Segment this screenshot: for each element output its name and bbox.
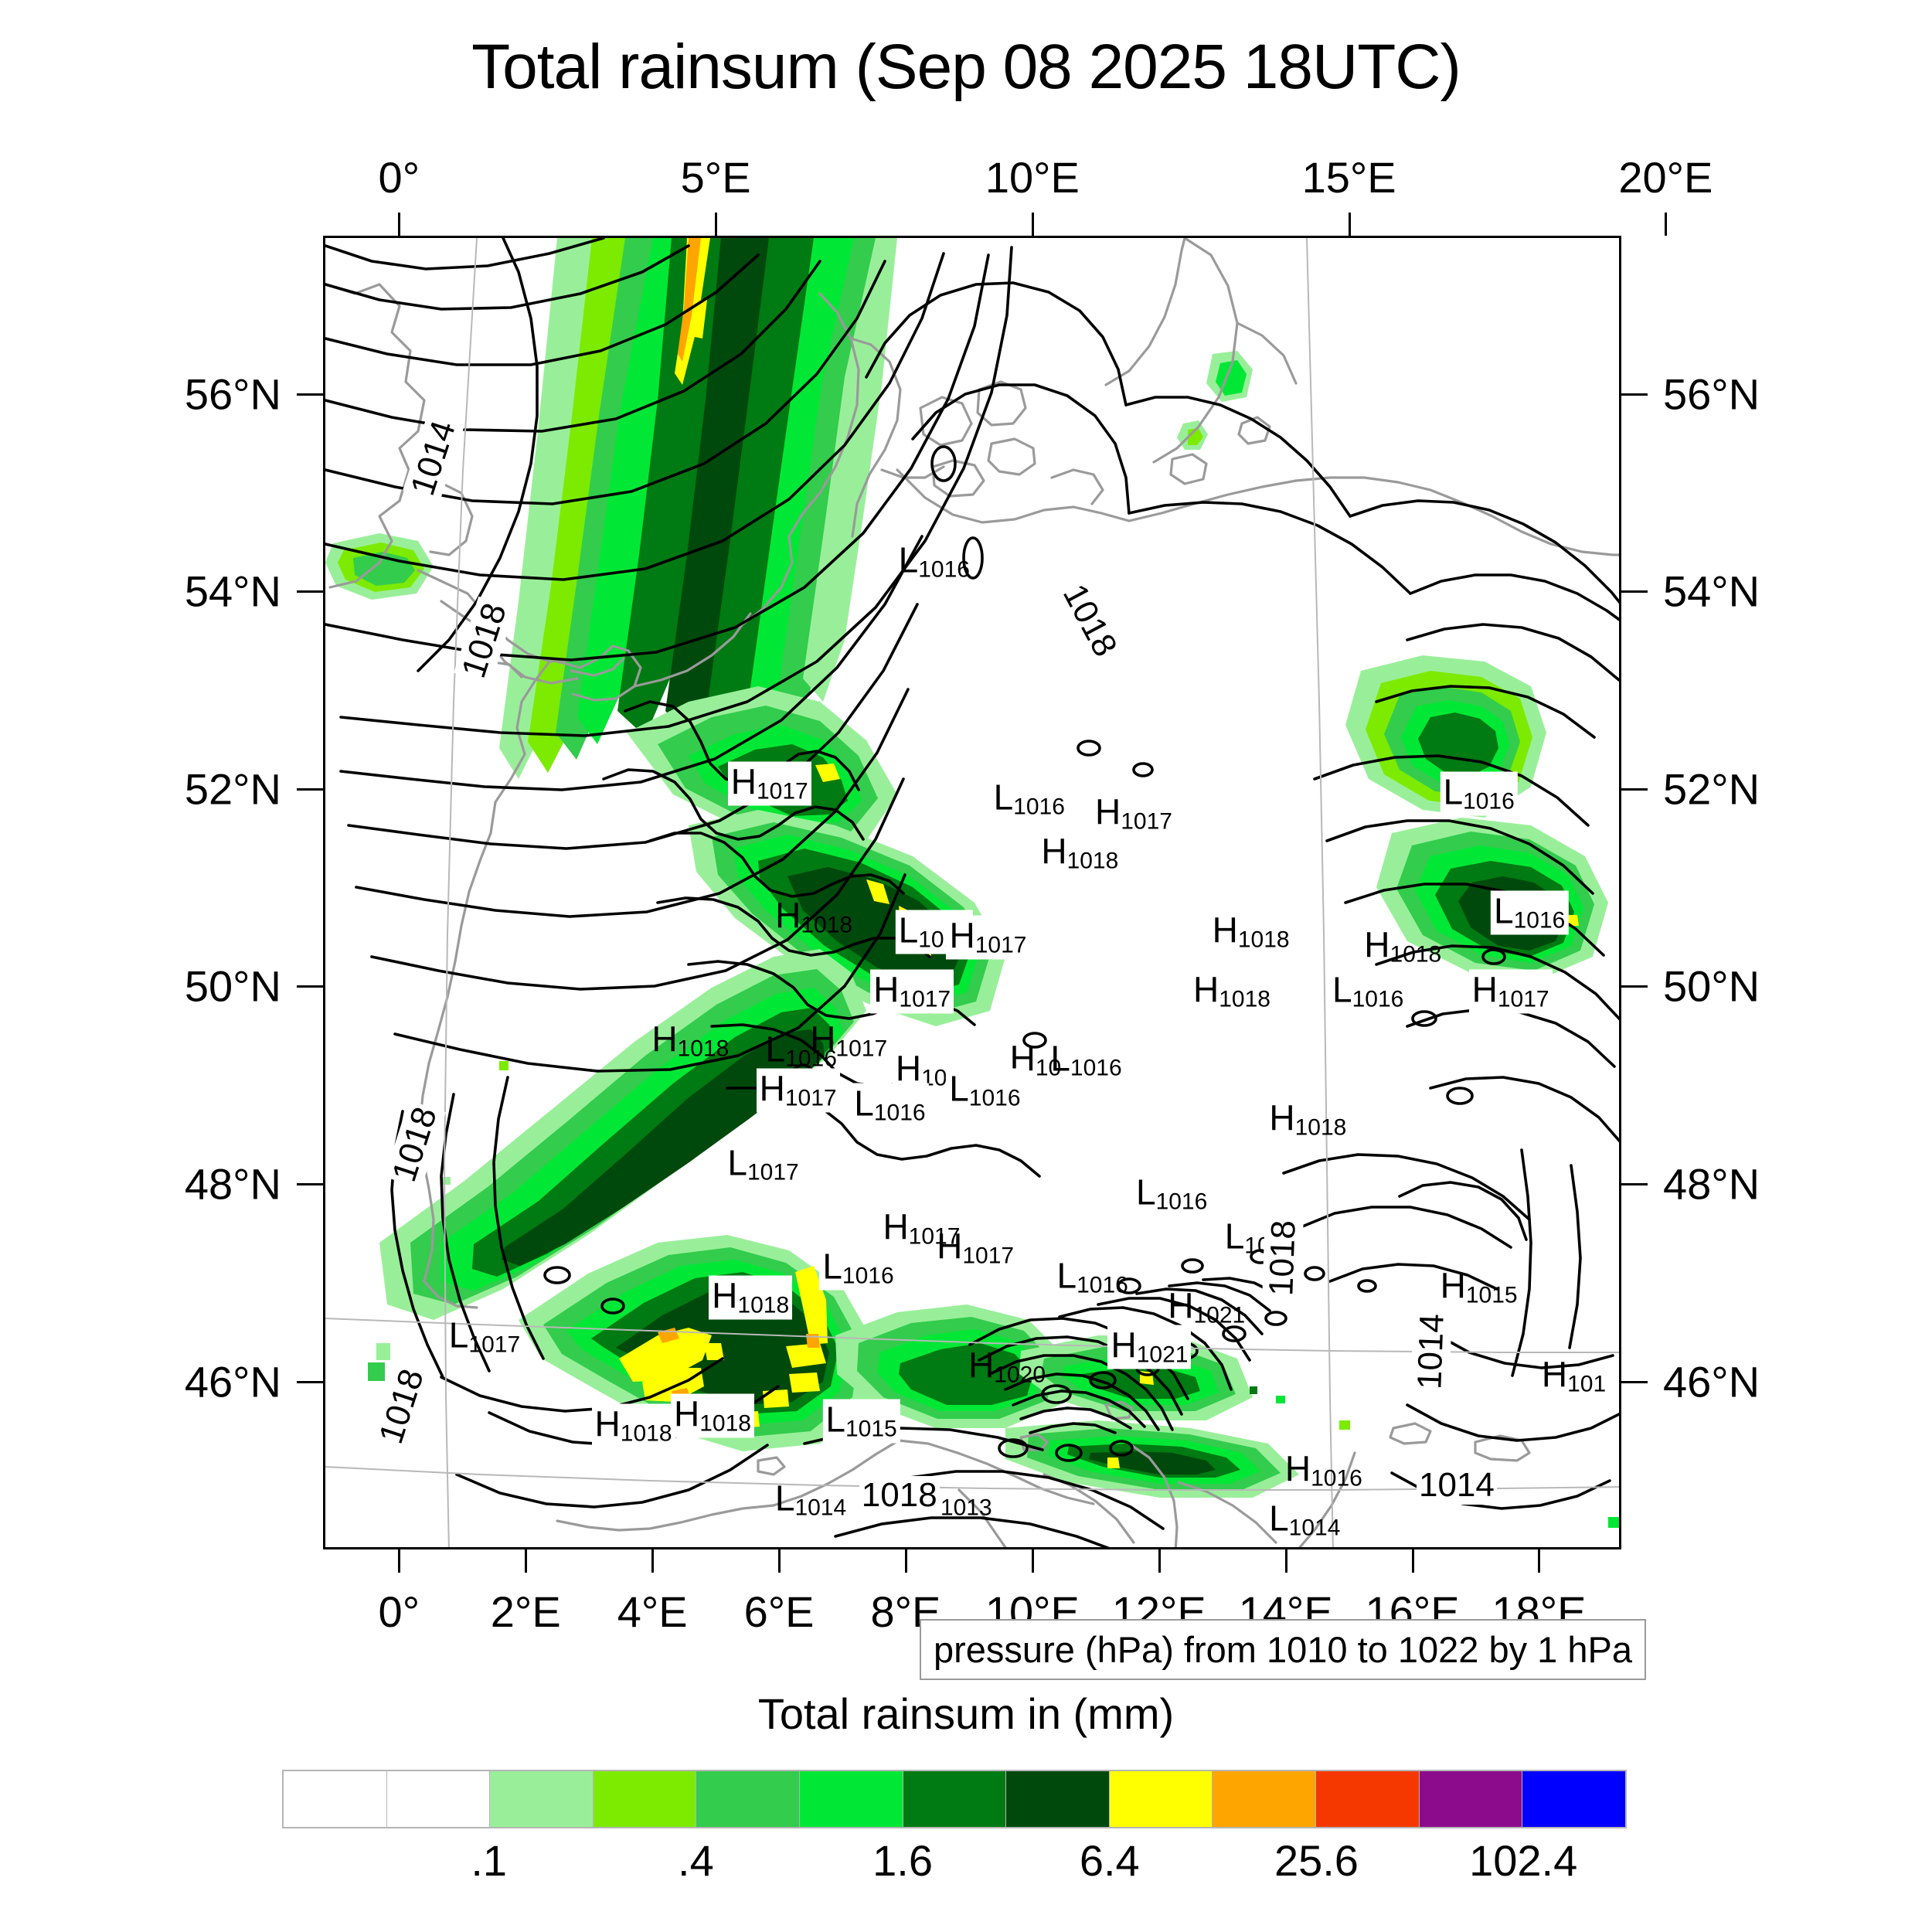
colorbar-segment [1315, 1771, 1419, 1827]
axis-label-right: 46°N [1663, 1357, 1760, 1406]
axis-tick-bottom [904, 1549, 907, 1573]
axis-tick-left [297, 985, 323, 988]
axis-label-left: 46°N [184, 1357, 281, 1406]
axis-label-bottom: 2°E [490, 1587, 561, 1636]
axis-tick-left [297, 1183, 323, 1186]
axis-tick-top [1665, 213, 1668, 236]
axis-label-top: 15°E [1301, 153, 1396, 202]
axis-label-top: 5°E [680, 153, 751, 202]
axis-tick-right [1621, 985, 1648, 988]
axis-label-right: 54°N [1663, 566, 1760, 616]
axis-tick-bottom [398, 1549, 401, 1573]
axis-tick-bottom [651, 1549, 655, 1573]
coastlines [325, 238, 1619, 1547]
axis-label-right: 50°N [1663, 961, 1760, 1011]
axis-label-left: 54°N [184, 566, 281, 616]
axis-label-bottom: 6°E [743, 1587, 815, 1636]
axis-label-top: 20°E [1618, 153, 1713, 202]
axis-tick-right [1621, 1380, 1648, 1383]
colorbar-segment [284, 1771, 386, 1827]
axis-tick-bottom [1411, 1549, 1414, 1573]
colorbar-title: Total rainsum in (mm) [757, 1689, 1175, 1738]
axis-tick-bottom [1031, 1549, 1034, 1573]
axis-tick-left [297, 590, 323, 594]
axis-label-right: 52°N [1663, 764, 1760, 814]
colorbar-segment [902, 1771, 1006, 1827]
axis-label-top: 10°E [985, 153, 1080, 202]
colorbar-segment [1108, 1771, 1213, 1827]
colorbar-tick-label: .4 [678, 1836, 714, 1885]
colorbar-tick-label: 25.6 [1274, 1836, 1359, 1885]
axis-tick-top [1348, 213, 1351, 236]
axis-tick-right [1621, 590, 1648, 594]
axis-label-bottom: 4°E [617, 1587, 688, 1636]
map-svg [325, 238, 1619, 1547]
axis-tick-bottom [778, 1549, 781, 1573]
colorbar-tick-labels: .1 .4 1.6 6.4 25.6 102.4 [282, 1835, 1627, 1897]
colorbar-segment [386, 1771, 490, 1827]
axis-label-right: 48°N [1663, 1159, 1760, 1209]
axis-label-top: 0° [378, 153, 420, 202]
page-title: Total rainsum (Sep 08 2025 18UTC) [471, 32, 1461, 102]
axis-tick-bottom [525, 1549, 528, 1573]
colorbar-tick-label: .1 [471, 1836, 508, 1885]
axis-tick-top [1031, 213, 1034, 236]
colorbar-segment [489, 1771, 593, 1827]
axis-tick-right [1621, 1183, 1648, 1186]
axis-tick-right [1621, 787, 1648, 791]
axis-tick-right [1621, 393, 1648, 396]
pressure-caption: pressure (hPa) from 1010 to 1022 by 1 hP… [920, 1619, 1646, 1680]
colorbar-segment [1005, 1771, 1109, 1827]
axis-tick-top [715, 213, 718, 236]
axis-label-left: 48°N [184, 1159, 281, 1209]
colorbar-tick-label: 102.4 [1469, 1836, 1578, 1885]
colorbar-tick-label: 6.4 [1079, 1836, 1140, 1885]
colorbar-tick-label: 1.6 [872, 1836, 933, 1885]
axis-tick-left [297, 1380, 323, 1383]
colorbar [282, 1770, 1627, 1828]
axis-label-right: 56°N [1663, 369, 1760, 418]
colorbar-segment [696, 1771, 800, 1827]
colorbar-segment [1522, 1771, 1625, 1827]
axis-tick-top [398, 213, 401, 236]
axis-label-left: 56°N [184, 369, 281, 418]
axis-label-left: 52°N [184, 764, 281, 814]
colorbar-segment [1418, 1771, 1522, 1827]
map-panel [323, 236, 1621, 1549]
axis-tick-left [297, 393, 323, 396]
axis-label-bottom: 0° [378, 1587, 420, 1636]
map-canvas [325, 238, 1619, 1547]
axis-label-left: 50°N [184, 961, 281, 1011]
axis-tick-bottom [1284, 1549, 1287, 1573]
axis-tick-bottom [1538, 1549, 1541, 1573]
axis-tick-bottom [1158, 1549, 1161, 1573]
axis-tick-left [297, 787, 323, 791]
colorbar-segment [799, 1771, 903, 1827]
colorbar-segment [592, 1771, 696, 1827]
colorbar-segment [1212, 1771, 1316, 1827]
